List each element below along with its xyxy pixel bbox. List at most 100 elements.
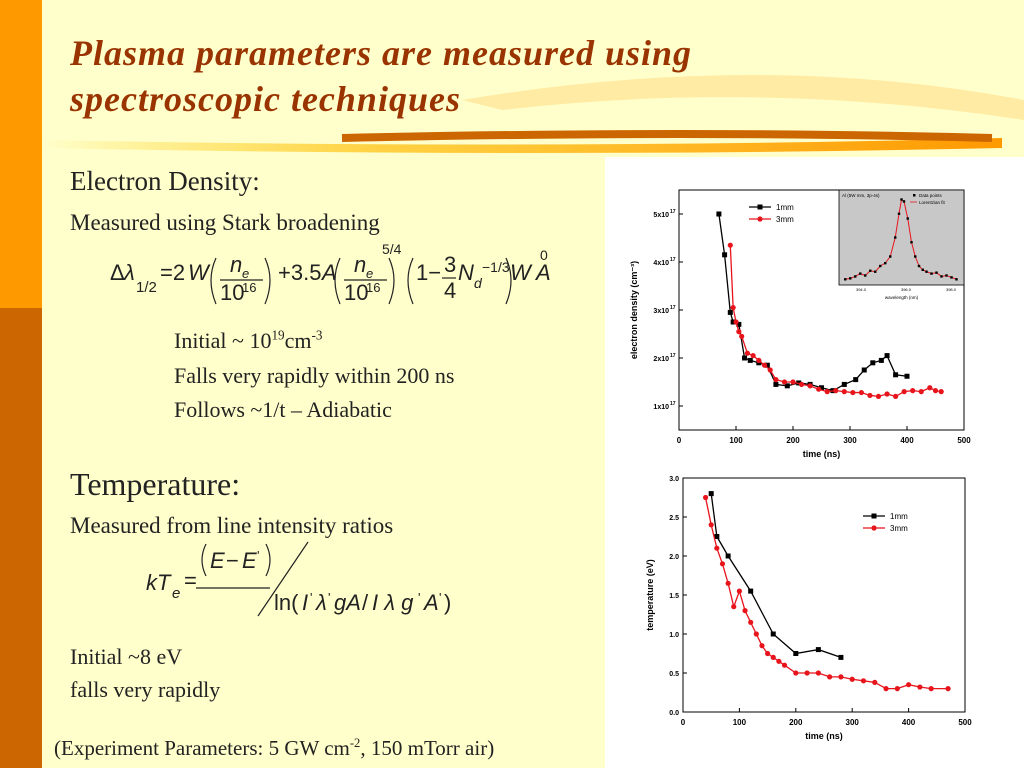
- y-tick-label: 3.0: [669, 476, 679, 483]
- data-point-3mm: [739, 333, 745, 339]
- inset-data-point: [910, 241, 913, 244]
- data-point-1mm: [893, 372, 899, 378]
- svg-text:n: n: [230, 252, 242, 277]
- data-point-1mm: [853, 377, 859, 383]
- data-point-3mm: [744, 350, 750, 356]
- data-point-3mm: [790, 379, 796, 385]
- data-point-1mm: [784, 383, 790, 389]
- data-point-3mm: [793, 670, 799, 676]
- inset-data-point: [935, 271, 938, 274]
- data-point-1mm: [748, 588, 754, 594]
- legend-marker-1mm: [757, 204, 763, 210]
- svg-text:=2: =2: [160, 260, 185, 285]
- y-axis-label: electron density (cm⁻³): [629, 261, 639, 359]
- data-point-3mm: [753, 631, 759, 637]
- inset-legend-data: Data points: [919, 193, 943, 198]
- falls-rapidly-ns-text: Falls very rapidly within 200 ns: [174, 363, 455, 388]
- svg-text:+3.5: +3.5: [278, 260, 321, 285]
- data-point-1mm: [736, 321, 742, 327]
- svg-text:': ': [328, 590, 330, 605]
- svg-text:16: 16: [366, 280, 380, 295]
- data-point-3mm: [781, 662, 788, 668]
- data-point-1mm: [838, 654, 844, 660]
- data-point-1mm: [764, 362, 770, 368]
- inset-data-point: [874, 270, 877, 273]
- svg-text:ln(: ln(: [274, 590, 299, 615]
- data-point-3mm: [770, 654, 776, 660]
- data-point-3mm: [807, 383, 813, 389]
- data-point-3mm: [928, 686, 934, 692]
- inset-data-point: [864, 274, 867, 277]
- inset-data-point: [917, 264, 921, 268]
- temperature-heading: Temperature:: [70, 466, 241, 502]
- falls-very-rapidly-text: falls very rapidly: [70, 677, 221, 702]
- inset-data-point: [884, 261, 887, 265]
- data-point-1mm: [904, 373, 910, 379]
- data-point-3mm: [883, 686, 889, 692]
- inset-data-point: [854, 275, 857, 278]
- x-tick-label: 200: [789, 718, 803, 727]
- data-point-3mm: [714, 545, 720, 551]
- inset-data-point: [894, 236, 897, 239]
- data-point-3mm: [875, 393, 882, 399]
- y-tick-exponent: 17: [670, 257, 676, 263]
- svg-text:3: 3: [444, 252, 456, 277]
- svg-text:e: e: [172, 585, 180, 602]
- svg-text:1/2: 1/2: [136, 279, 157, 296]
- svg-text:−1/3: −1/3: [482, 259, 510, 275]
- data-point-3mm: [841, 389, 847, 395]
- svg-text:=: =: [184, 568, 197, 593]
- data-point-1mm: [819, 385, 824, 391]
- data-point-3mm: [719, 561, 726, 567]
- data-point-1mm: [714, 534, 720, 539]
- x-tick-label: 500: [958, 718, 972, 727]
- svg-text:−: −: [226, 548, 239, 573]
- inset-data-point: [950, 276, 953, 279]
- y-tick-label: 1x10: [653, 404, 669, 411]
- data-point-3mm: [867, 392, 873, 399]
- inset-data-point: [889, 255, 892, 258]
- inset-data-point: [879, 264, 882, 268]
- title-swoosh: [42, 75, 1024, 153]
- data-point-1mm: [742, 355, 748, 361]
- series-line-3mm: [704, 497, 949, 690]
- svg-text:': ': [439, 590, 441, 605]
- data-point-3mm: [838, 674, 844, 680]
- svg-text:e: e: [242, 266, 249, 281]
- data-point-3mm: [756, 357, 762, 363]
- svg-text:': ': [418, 590, 420, 605]
- data-point-3mm: [816, 386, 822, 392]
- y-tick-label: 0.0: [669, 710, 679, 717]
- data-point-1mm: [747, 357, 753, 363]
- data-point-3mm: [781, 379, 788, 385]
- svg-text:A: A: [422, 590, 439, 615]
- x-tick-label: 0: [681, 718, 686, 727]
- svg-text:10: 10: [344, 280, 368, 305]
- inset-title: Al (5W mm, 3p-4s): [842, 193, 880, 198]
- data-point-1mm: [770, 631, 776, 637]
- sidebar-accent-bottom: [0, 308, 42, 768]
- inset-data-point: [945, 274, 948, 277]
- data-point-3mm: [901, 389, 907, 395]
- data-point-3mm: [824, 389, 830, 395]
- data-point-1mm: [870, 360, 876, 366]
- electron-density-heading: Electron Density:: [70, 166, 260, 196]
- inset-tick-label: 394.0: [856, 287, 867, 292]
- inset-data-point: [859, 272, 862, 275]
- inset-data-point: [914, 255, 917, 258]
- y-tick-label: 5x10: [653, 212, 669, 219]
- svg-text:A: A: [534, 260, 551, 285]
- line-ratio-text: Measured from line intensity ratios: [70, 513, 394, 538]
- title-line-1: Plasma parameters are measured using: [70, 33, 693, 73]
- data-point-1mm: [725, 553, 731, 559]
- data-point-3mm: [708, 522, 714, 528]
- data-point-1mm: [793, 651, 799, 656]
- svg-text:4: 4: [444, 278, 456, 303]
- legend-label-3mm: 3mm: [890, 524, 908, 533]
- legend-marker-1mm: [871, 513, 877, 519]
- data-point-3mm: [850, 389, 856, 396]
- x-tick-label: 300: [843, 436, 857, 445]
- data-point-3mm: [798, 381, 805, 387]
- data-point-3mm: [804, 670, 810, 676]
- svg-text:kT: kT: [146, 570, 172, 595]
